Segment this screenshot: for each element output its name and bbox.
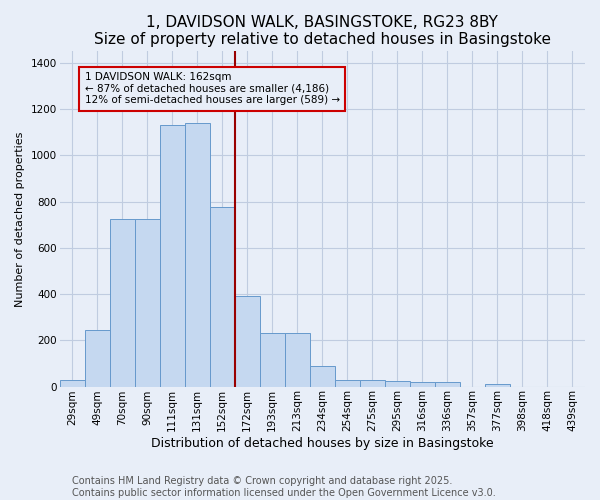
Bar	[435, 382, 460, 386]
Bar	[185, 123, 210, 386]
Bar	[160, 126, 185, 386]
Bar	[310, 366, 335, 386]
Text: Contains HM Land Registry data © Crown copyright and database right 2025.
Contai: Contains HM Land Registry data © Crown c…	[72, 476, 496, 498]
Text: 1 DAVIDSON WALK: 162sqm
← 87% of detached houses are smaller (4,186)
12% of semi: 1 DAVIDSON WALK: 162sqm ← 87% of detache…	[85, 72, 340, 106]
Bar	[260, 334, 285, 386]
Bar	[110, 219, 134, 386]
Bar	[235, 296, 260, 386]
Bar	[134, 219, 160, 386]
Bar	[59, 380, 85, 386]
Bar	[85, 330, 110, 386]
Bar	[485, 384, 510, 386]
Bar	[210, 208, 235, 386]
Bar	[335, 380, 360, 386]
Bar	[410, 382, 435, 386]
Y-axis label: Number of detached properties: Number of detached properties	[15, 132, 25, 306]
Bar	[285, 334, 310, 386]
Title: 1, DAVIDSON WALK, BASINGSTOKE, RG23 8BY
Size of property relative to detached ho: 1, DAVIDSON WALK, BASINGSTOKE, RG23 8BY …	[94, 15, 551, 48]
X-axis label: Distribution of detached houses by size in Basingstoke: Distribution of detached houses by size …	[151, 437, 494, 450]
Bar	[360, 380, 385, 386]
Bar	[385, 381, 410, 386]
